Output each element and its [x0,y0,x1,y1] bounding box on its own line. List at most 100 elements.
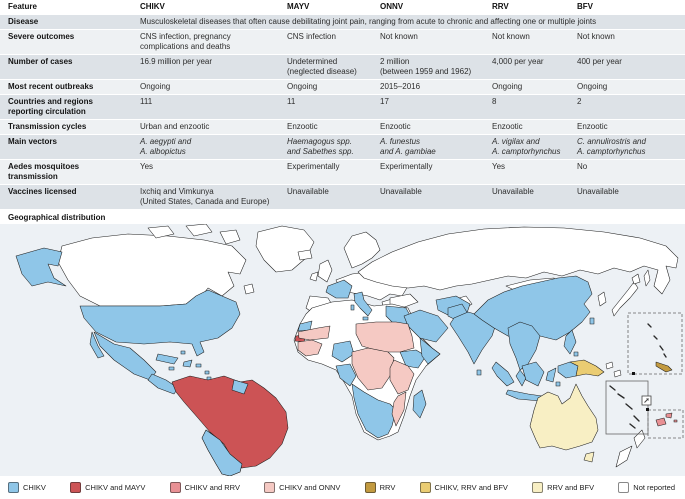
cell-outbreaks-rrv: Ongoing [492,82,523,91]
sumatra [491,361,515,387]
cell-cycles-mayv: Enzootic [287,122,318,131]
inset-box-fiji [647,409,684,439]
madagascar [412,389,427,419]
magnifier-icon [641,395,652,406]
inset-anchor-marker [632,372,635,375]
legend-item-chikv_rrv_bfv: CHIKV, RRV and BFV [419,482,508,493]
cell-cycles-chikv: Urban and enzootic [140,122,210,131]
cell-aedes-mayv: Experimentally [287,162,340,171]
table-row-disease: Disease Musculoskeletal diseases that of… [0,15,685,30]
arctic-island [219,229,241,245]
column-header-rrv: RRV [492,2,509,11]
column-header-mayv: MAYV [287,2,310,11]
legend-swatch-chikv_mayv [70,482,82,493]
sri-lanka [476,369,482,376]
cell-cases-chikv: 16.9 million per year [140,57,213,66]
map-legend: CHIKV CHIKV and MAYV CHIKV and RRV CHIKV an… [0,476,685,493]
region-rrv-bfv [529,383,599,463]
disease-description: Musculoskeletal diseases that often caus… [140,17,597,26]
map-insets [605,312,684,439]
legend-label: CHIKV [23,483,46,492]
sardinia [350,304,355,311]
row-label-outbreaks: Most recent outbreaks [8,82,94,91]
mozambique [391,391,407,427]
guyana-suriname [231,379,249,395]
jamaica [168,366,175,371]
taiwan [589,317,595,325]
nigeria [331,340,355,363]
ireland [309,271,319,282]
legend-item-not_reported: Not reported [618,482,675,493]
papua-new-guinea [569,359,605,377]
cell-cases-onnv: 2 million (between 1959 and 1962) [380,57,472,76]
cell-severe-mayv: CNS infection [287,32,336,41]
usa [79,289,241,357]
row-label-vaccines: Vaccines licensed [8,187,77,196]
cell-countries-bfv: 2 [577,97,582,106]
sulawesi [545,367,557,383]
iceland [297,249,313,261]
gabon-congo [335,363,357,387]
hokkaido [631,273,641,285]
legend-label: CHIKV and RRV [184,483,240,492]
mauritania-mali [297,325,331,341]
legend-swatch-rrv_bfv [532,482,544,493]
table-row-number-of-cases: Number of cases 16.9 million per year Un… [0,55,685,80]
central-america [147,373,179,395]
russia [357,226,679,295]
row-label-number-of-cases: Number of cases [8,57,73,66]
legend-label: RRV and BFV [547,483,595,492]
column-header-chikv: CHIKV [140,2,165,11]
sakhalin [643,269,651,287]
malay-peninsula [515,369,527,387]
cell-cycles-onnv: Enzootic [380,122,411,131]
cell-aedes-chikv: Yes [140,162,154,171]
legend-item-rrv_bfv: RRV and BFV [532,482,594,493]
cameroon-drc [351,347,395,391]
cell-cycles-rrv: Enzootic [492,122,523,131]
cell-outbreaks-onnv: 2015–2016 [380,82,421,91]
legend-item-chikv_mayv: CHIKV and MAYV [70,482,145,493]
inset-box-vanuatu-newcaledonia [627,312,683,375]
puerto-rico [195,363,202,368]
cell-countries-chikv: 111 [140,97,153,106]
scandinavia [343,231,381,269]
cell-cycles-bfv: Enzootic [577,122,608,131]
cell-severe-bfv: Not known [577,32,615,41]
cell-vectors-rrv: A. vigilax and A. camptorhynchus [492,137,561,156]
legend-swatch-chikv [8,482,19,493]
cell-cases-bfv: 400 per year [577,57,622,66]
fiji-main-island [655,417,667,427]
world-map-svg [0,224,685,476]
legend-item-chikv: CHIKV [8,482,46,493]
somalia [419,337,441,365]
legend-label: CHIKV, RRV and BFV [434,483,508,492]
new-zealand-south [615,445,633,468]
table-row-most-recent-outbreaks: Most recent outbreaks Ongoing Ongoing 20… [0,80,685,95]
newfoundland [243,283,255,295]
indochina [507,321,541,371]
moluccas [555,381,561,387]
region-chikv-rrv-bfv [569,359,605,377]
column-header-bfv: BFV [577,2,593,11]
cell-vectors-chikv: A. aegypti and A. albopictus [140,137,192,156]
legend-label: RRV [379,483,396,492]
legend-swatch-chikv_rrv_bfv [419,482,431,493]
fiji-islet [673,419,678,423]
cuba [155,353,179,365]
cell-vaccines-mayv: Unavailable [287,187,329,196]
greenland [255,225,315,273]
new-zealand-north [633,429,646,449]
table-row-countries-reporting: Countries and regions reporting circulat… [0,95,685,120]
chad-sudan [355,321,415,353]
legend-item-chikv_rrv: CHIKV and RRV [169,482,240,493]
table-row-aedes-transmission: Aedes mosquitoes transmission Yes Experi… [0,160,685,185]
png-offshore-island [613,369,622,378]
italy [353,291,373,317]
borneo [521,361,545,387]
cell-aedes-rrv: Yes [492,162,506,171]
cell-vaccines-onnv: Unavailable [380,187,422,196]
row-label-cycles: Transmission cycles [8,122,87,131]
cell-vaccines-rrv: Unavailable [492,187,534,196]
